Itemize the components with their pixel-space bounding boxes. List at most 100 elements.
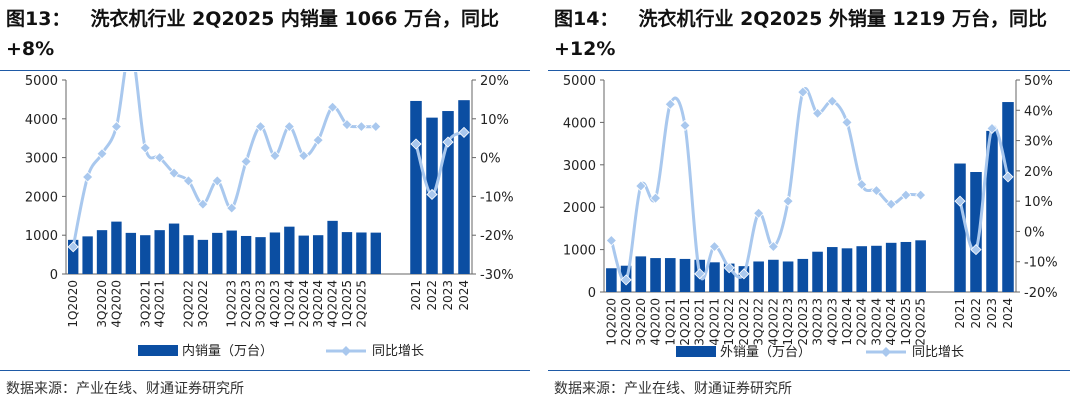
yoy-point-4Q2024 <box>341 119 353 131</box>
yoy-point-2024 <box>1002 171 1014 183</box>
bar-quarter-2Q2025 <box>370 232 381 274</box>
x-tick-label: 3Q2024 <box>311 280 325 328</box>
x-tick-label: 1Q2025 <box>899 298 913 346</box>
yoy-point-3Q2022 <box>753 207 765 219</box>
x-tick-label: 2022 <box>969 298 983 329</box>
yoy-point-3Q2024 <box>327 101 339 113</box>
bar-quarter-3Q2023 <box>269 232 281 274</box>
yoy-point-2021 <box>410 138 422 150</box>
yoy-point-2Q2021 <box>139 142 151 154</box>
x-tick-label: 3Q2023 <box>811 298 825 346</box>
yoy-point-2Q2023 <box>797 86 809 98</box>
bar-quarter-4Q2020 <box>111 221 122 274</box>
yoy-point-4Q2021 <box>708 241 721 253</box>
legend-line-label: 同比增长 <box>912 345 964 360</box>
x-tick-label: 4Q2021 <box>153 280 167 328</box>
left-axis-tick-label: 1000 <box>563 244 596 259</box>
bar-quarter-4Q2024 <box>341 232 353 274</box>
bar-quarter-1Q2020 <box>606 268 617 292</box>
left-axis-tick-label: 4000 <box>25 113 58 128</box>
yoy-line-yearly <box>414 130 465 196</box>
x-tick-label: 3Q2021 <box>693 298 707 346</box>
bar-year-2021 <box>954 163 966 292</box>
right-axis-tick-label: -20% <box>480 229 514 244</box>
bar-quarter-2Q2021 <box>679 258 691 292</box>
yoy-point-2Q2024 <box>312 134 324 146</box>
x-tick-label: 1Q2025 <box>340 280 354 328</box>
figure-title: 图13： 洗衣机行业 2Q2025 内销量 1066 万台，同比+8% <box>6 4 526 64</box>
yoy-point-2Q2020 <box>620 274 632 286</box>
x-tick-label: 1Q2024 <box>282 280 296 328</box>
bar-quarter-2Q2020 <box>82 236 93 274</box>
x-tick-label: 4Q2020 <box>109 280 123 328</box>
x-tick-label: 1Q2023 <box>225 280 239 328</box>
x-tick-label: 3Q2020 <box>95 280 109 328</box>
yoy-point-2Q2022 <box>738 268 750 280</box>
legend-bar-swatch <box>676 346 716 357</box>
yoy-line-quarterly <box>71 72 376 248</box>
bar-quarter-4Q2021 <box>709 262 720 292</box>
bar-quarter-1Q2022 <box>723 263 735 292</box>
yoy-point-1Q2025 <box>900 189 912 201</box>
x-tick-label: 3Q2022 <box>752 298 766 346</box>
yoy-point-1Q2025 <box>355 120 367 133</box>
x-tick-label: 2023 <box>441 280 455 311</box>
export-sales-chart: 0 1000 2000 3000 4000 5000 -20% -10% 0% 10% 20% 30%… <box>563 74 1058 360</box>
x-tick-label: 4Q2024 <box>326 280 340 328</box>
yoy-point-2Q2022 <box>197 198 209 210</box>
x-tick-label: 4Q2022 <box>766 298 780 346</box>
right-axis-tick-label: 30% <box>1024 135 1053 150</box>
yoy-point-3Q2021 <box>154 152 166 164</box>
bar-quarter-4Q2023 <box>284 226 295 274</box>
bar-quarter-2Q2022 <box>197 239 209 274</box>
right-axis-tick-label: 20% <box>480 74 509 89</box>
bar-quarter-3Q2024 <box>327 220 338 274</box>
right-axis-tick-label: 20% <box>1024 165 1053 180</box>
yoy-point-1Q2023 <box>782 195 794 207</box>
yoy-line-group <box>605 86 1014 286</box>
bar-quarter-1Q2023 <box>240 235 252 274</box>
yoy-point-3Q2023 <box>811 107 824 119</box>
yoy-point-4Q2022 <box>226 202 238 214</box>
bar-quarter-1Q2020 <box>68 239 79 274</box>
chart-legend: 外销量（万台） 同比增长 <box>676 345 964 360</box>
right-axis-tick-label: 10% <box>1024 195 1053 210</box>
x-tick-label: 4Q2020 <box>649 298 663 346</box>
yoy-point-4Q2021 <box>168 167 180 179</box>
x-tick-label: 1Q2020 <box>66 280 80 328</box>
x-tick-label: 3Q2020 <box>634 298 648 346</box>
figure-number: 图14： <box>554 8 619 30</box>
x-tick-label: 4Q2021 <box>707 298 721 346</box>
figure-number: 图13： <box>6 8 71 30</box>
right-axis-tick-label: -10% <box>480 190 514 205</box>
x-tick-label: 3Q2023 <box>254 280 268 328</box>
chart-legend: 内销量（万台） 同比增长 <box>138 343 424 359</box>
left-axis-tick-label: 4000 <box>563 116 596 131</box>
figure-14-panel: 图14： 洗衣机行业 2Q2025 外销量 1219 万台，同比+12% 0 100… <box>548 0 1080 401</box>
title-divider <box>0 70 530 71</box>
bar-quarter-4Q2022 <box>768 259 779 292</box>
yoy-point-2022 <box>426 188 438 201</box>
bar-quarter-3Q2020 <box>635 256 647 292</box>
x-tick-label: 1Q2021 <box>663 298 677 346</box>
bar-quarter-2Q2023 <box>255 237 266 274</box>
x-tick-label: 2Q2022 <box>181 280 195 328</box>
right-axis-tick-label: 0% <box>1024 225 1045 240</box>
yoy-point-4Q2023 <box>826 95 838 107</box>
bar-quarter-4Q2021 <box>168 223 180 274</box>
yoy-point-4Q2022 <box>767 241 779 253</box>
legend-bar-label: 外销量（万台） <box>720 345 811 360</box>
x-tick-label: 2023 <box>985 298 999 329</box>
left-axis-tick-label: 3000 <box>25 152 58 167</box>
bar-quarter-2Q2024 <box>312 235 324 274</box>
right-axis-tick-label: 10% <box>480 113 509 128</box>
bar-quarter-3Q2023 <box>812 251 823 292</box>
legend-bar-swatch <box>138 345 178 356</box>
left-axis-tick-label: 0 <box>588 286 596 301</box>
yoy-point-1Q2020 <box>605 234 617 247</box>
x-tick-label: 1Q2023 <box>781 298 795 346</box>
x-tick-label: 2Q2021 <box>678 298 692 346</box>
right-axis-tick-label: -20% <box>1024 286 1058 301</box>
x-tick-label: 2Q2023 <box>796 298 810 346</box>
yoy-point-3Q2022 <box>211 175 223 187</box>
